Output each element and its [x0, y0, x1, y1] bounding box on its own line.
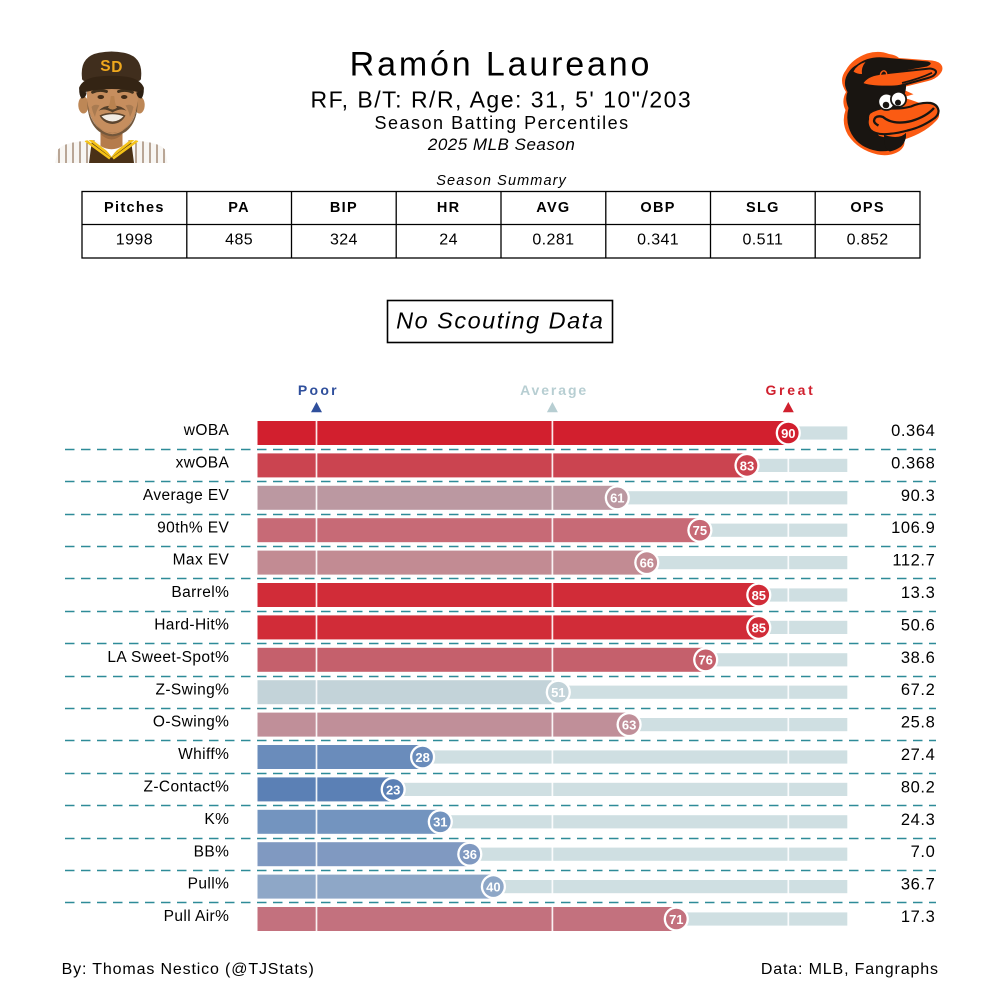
- svg-text:LA Sweet-Spot%: LA Sweet-Spot%: [107, 649, 229, 666]
- svg-text:0.511: 0.511: [742, 232, 783, 249]
- svg-text:1998: 1998: [116, 232, 153, 249]
- svg-text:No Scouting Data: No Scouting Data: [396, 308, 604, 334]
- svg-text:17.3: 17.3: [901, 908, 936, 926]
- svg-text:40: 40: [486, 880, 500, 895]
- svg-text:0.364: 0.364: [891, 422, 935, 440]
- svg-text:xwOBA: xwOBA: [176, 455, 230, 472]
- svg-text:90.3: 90.3: [901, 487, 936, 505]
- svg-text:85: 85: [752, 620, 766, 635]
- svg-text:76: 76: [698, 653, 712, 668]
- svg-text:Pull%: Pull%: [188, 876, 230, 893]
- svg-text:0.852: 0.852: [847, 232, 889, 249]
- svg-text:BIP: BIP: [330, 200, 358, 216]
- svg-text:31: 31: [433, 815, 447, 830]
- svg-text:Hard-Hit%: Hard-Hit%: [154, 617, 229, 634]
- svg-text:O-Swing%: O-Swing%: [153, 714, 229, 731]
- svg-text:106.9: 106.9: [891, 519, 935, 537]
- svg-text:Poor: Poor: [298, 382, 339, 398]
- svg-text:BB%: BB%: [194, 843, 230, 860]
- svg-text:324: 324: [330, 232, 358, 249]
- svg-text:28: 28: [415, 750, 429, 765]
- svg-text:24: 24: [439, 232, 458, 249]
- svg-text:51: 51: [551, 685, 565, 700]
- svg-text:85: 85: [752, 588, 766, 603]
- svg-text:Data: MLB, Fangraphs: Data: MLB, Fangraphs: [761, 961, 939, 978]
- svg-text:50.6: 50.6: [901, 616, 936, 634]
- svg-text:25.8: 25.8: [901, 714, 936, 732]
- svg-text:AVG: AVG: [536, 200, 570, 216]
- svg-text:OBP: OBP: [640, 200, 675, 216]
- svg-text:By: Thomas Nestico (@TJStats): By: Thomas Nestico (@TJStats): [62, 961, 315, 978]
- svg-text:75: 75: [693, 523, 707, 538]
- svg-text:Average EV: Average EV: [143, 487, 230, 504]
- svg-text:Whiff%: Whiff%: [178, 746, 229, 763]
- svg-text:27.4: 27.4: [901, 746, 936, 764]
- svg-text:D: D: [111, 59, 122, 76]
- svg-text:K%: K%: [204, 811, 229, 828]
- svg-text:66: 66: [640, 556, 654, 571]
- svg-text:80.2: 80.2: [901, 778, 936, 796]
- svg-text:24.3: 24.3: [901, 811, 936, 829]
- svg-text:wOBA: wOBA: [183, 422, 230, 439]
- svg-text:SLG: SLG: [746, 200, 780, 216]
- svg-text:90: 90: [781, 426, 795, 441]
- svg-text:PA: PA: [228, 200, 250, 216]
- svg-text:Z-Contact%: Z-Contact%: [143, 779, 229, 796]
- svg-text:Season Batting Percentiles: Season Batting Percentiles: [375, 113, 630, 133]
- svg-text:Season Summary: Season Summary: [436, 173, 567, 189]
- svg-text:36: 36: [463, 847, 477, 862]
- svg-text:112.7: 112.7: [892, 552, 935, 570]
- svg-text:HR: HR: [437, 200, 461, 216]
- svg-text:485: 485: [225, 232, 253, 249]
- svg-text:0.341: 0.341: [637, 232, 679, 249]
- svg-text:38.6: 38.6: [901, 649, 936, 667]
- svg-text:23: 23: [386, 782, 400, 797]
- svg-text:Z-Swing%: Z-Swing%: [155, 681, 229, 698]
- svg-text:63: 63: [622, 718, 636, 733]
- svg-text:RF, B/T: R/R, Age: 31, 5' 10"/: RF, B/T: R/R, Age: 31, 5' 10"/203: [311, 87, 693, 113]
- svg-text:Average: Average: [520, 382, 588, 398]
- svg-text:0.368: 0.368: [891, 454, 935, 472]
- svg-text:Ramón Laureano: Ramón Laureano: [350, 45, 653, 83]
- svg-text:71: 71: [669, 912, 683, 927]
- svg-text:2025 MLB Season: 2025 MLB Season: [427, 135, 575, 154]
- svg-text:90th% EV: 90th% EV: [157, 519, 229, 536]
- svg-text:Pitches: Pitches: [104, 200, 165, 216]
- svg-text:83: 83: [740, 458, 754, 473]
- svg-text:67.2: 67.2: [901, 681, 936, 699]
- svg-text:S: S: [100, 58, 110, 75]
- svg-text:Pull Air%: Pull Air%: [164, 908, 230, 925]
- svg-text:Barrel%: Barrel%: [171, 584, 229, 601]
- svg-text:13.3: 13.3: [901, 584, 936, 602]
- svg-text:7.0: 7.0: [911, 843, 936, 861]
- svg-text:Great: Great: [765, 382, 815, 398]
- svg-text:61: 61: [610, 491, 624, 506]
- svg-text:OPS: OPS: [850, 200, 885, 216]
- svg-text:36.7: 36.7: [901, 876, 936, 894]
- svg-text:0.281: 0.281: [532, 232, 574, 249]
- svg-text:Max EV: Max EV: [173, 552, 230, 569]
